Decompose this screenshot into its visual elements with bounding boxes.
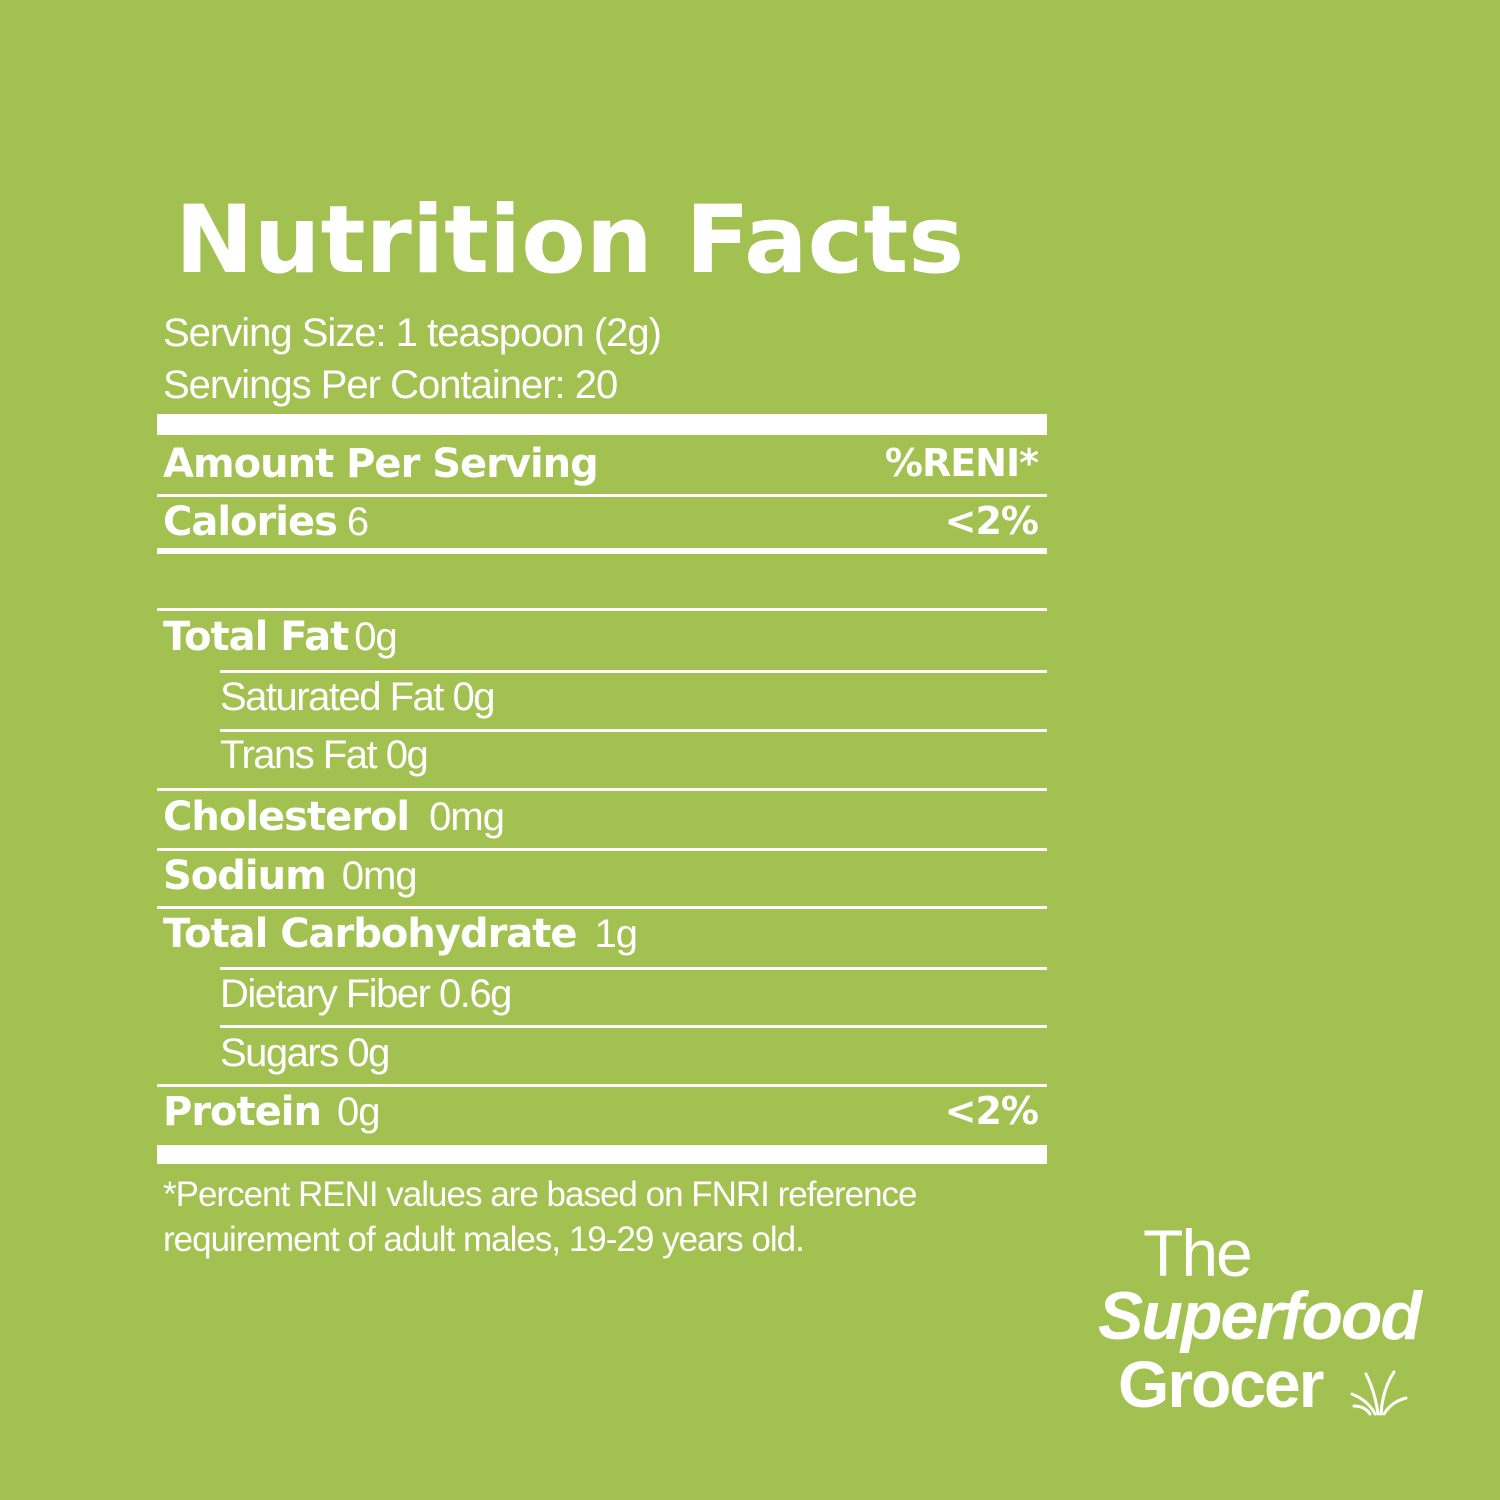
cholesterol-value: 0mg [429, 795, 505, 839]
protein-pct: <2% [944, 1089, 1039, 1133]
servings-per-container: Servings Per Container: 20 [163, 363, 618, 407]
thick-divider-bottom [157, 1145, 1047, 1164]
saturated-fat-row: Saturated Fat 0g [220, 675, 1038, 725]
serving-size: Serving Size: 1 teaspoon (2g) [163, 311, 662, 355]
divider [157, 848, 1047, 851]
saturated-fat-text: Saturated Fat 0g [220, 675, 495, 719]
logo-line-superfood: Superfood [1098, 1278, 1422, 1354]
calories-row: Calories 6 <2% [163, 499, 1039, 549]
reni-footnote: *Percent RENI values are based on FNRI r… [163, 1172, 917, 1262]
cholesterol-row: Cholesterol 0mg [163, 794, 1038, 844]
sugars-text: Sugars 0g [220, 1031, 390, 1075]
trans-fat-text: Trans Fat 0g [220, 733, 429, 777]
dietary-fiber-row: Dietary Fiber 0.6g [220, 972, 1038, 1022]
sugars-row: Sugars 0g [220, 1031, 1038, 1081]
calories-pct: <2% [944, 499, 1039, 543]
footnote-line-2: requirement of adult males, 19-29 years … [163, 1220, 805, 1259]
divider [220, 729, 1047, 732]
grass-sprout-icon [1350, 1370, 1408, 1416]
reni-header-label: %RENI* [884, 441, 1039, 485]
total-fat-label: Total Fat [163, 614, 349, 660]
divider [220, 1025, 1047, 1028]
brand-logo: The Superfood Grocer [1098, 1216, 1458, 1421]
sodium-value: 0mg [341, 854, 418, 898]
total-carbohydrate-row: Total Carbohydrate 1g [163, 911, 1038, 961]
amount-header-row: Amount Per Serving %RENI* [163, 441, 1039, 491]
sodium-row: Sodium 0mg [163, 853, 1038, 903]
serving-info: Serving Size: 1 teaspoon (2g) Servings P… [163, 307, 662, 411]
calories-label: Calories [163, 499, 338, 545]
protein-value: 0g [336, 1090, 380, 1134]
protein-row: Protein 0g <2% [163, 1089, 1039, 1139]
sodium-label: Sodium [163, 853, 327, 899]
medium-divider [157, 548, 1047, 554]
divider [157, 788, 1047, 791]
divider [157, 494, 1047, 497]
calories-value: 6 [346, 500, 369, 544]
total-fat-row: Total Fat 0g [163, 614, 1038, 664]
total-fat-value: 0g [354, 615, 397, 659]
trans-fat-row: Trans Fat 0g [220, 733, 1038, 783]
footnote-line-1: *Percent RENI values are based on FNRI r… [163, 1175, 917, 1214]
divider [157, 1084, 1047, 1087]
total-carbohydrate-label: Total Carbohydrate [163, 911, 578, 957]
thick-divider-top [157, 414, 1047, 435]
divider [157, 608, 1047, 611]
protein-label: Protein [163, 1089, 322, 1135]
logo-line-the: The [1143, 1216, 1253, 1290]
divider [157, 906, 1047, 909]
amount-per-serving-label: Amount Per Serving [163, 441, 599, 487]
dietary-fiber-text: Dietary Fiber 0.6g [220, 972, 512, 1016]
divider [220, 670, 1047, 673]
divider [220, 967, 1047, 970]
cholesterol-label: Cholesterol [163, 794, 410, 840]
logo-line-grocer: Grocer [1118, 1347, 1324, 1421]
total-carbohydrate-value: 1g [594, 912, 638, 956]
nutrition-facts-title: Nutrition Facts [175, 186, 965, 295]
